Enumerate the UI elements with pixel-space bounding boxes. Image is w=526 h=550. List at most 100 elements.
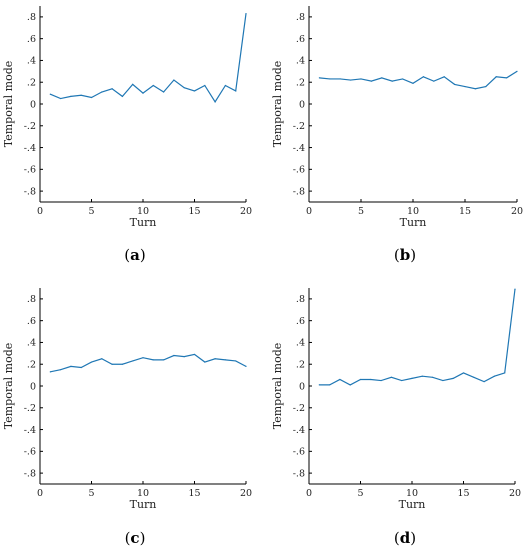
- data-point: [443, 76, 445, 78]
- data-point: [464, 85, 466, 88]
- data-point: [204, 361, 206, 363]
- series-line: [50, 13, 247, 103]
- data-point: [60, 97, 62, 100]
- y-tick-label: .8: [296, 294, 305, 305]
- data-point: [60, 369, 62, 371]
- y-tick-label: -.8: [24, 468, 36, 479]
- data-point: [183, 356, 185, 358]
- data-point: [483, 381, 485, 383]
- x-tick-label: 0: [37, 206, 43, 217]
- chart-panel-b: -.8 -.6 -.4 -.2 0 .2 .4 .6 .8 0 5 10 15 20 Turn Tempora…: [271, 6, 523, 264]
- data-point: [442, 379, 444, 382]
- data-point: [163, 359, 165, 361]
- x-axis-label: Turn: [130, 498, 157, 511]
- y-tick-label: -.2: [293, 403, 305, 414]
- y-tick-label: -.8: [293, 468, 305, 479]
- data-point: [101, 91, 103, 93]
- x-tick-label: 20: [240, 206, 252, 217]
- y-tick-label: -.6: [24, 447, 36, 458]
- data-point: [514, 288, 516, 290]
- data-point: [245, 13, 247, 15]
- y-tick-label: 0: [30, 381, 36, 392]
- data-point: [111, 88, 113, 90]
- data-point: [101, 358, 103, 360]
- data-point: [214, 358, 216, 360]
- data-point: [381, 77, 383, 79]
- series-line: [319, 289, 516, 386]
- x-tick-label: 0: [37, 488, 43, 499]
- y-tick-label: .2: [27, 78, 36, 89]
- y-axis-label: Temporal mode: [2, 61, 15, 148]
- y-tick-label: 0: [299, 99, 305, 110]
- data-point: [495, 76, 497, 78]
- data-point: [70, 365, 72, 367]
- x-tick-label: 5: [88, 206, 94, 217]
- data-point: [329, 78, 331, 80]
- data-point: [90, 361, 93, 363]
- x-tick-label: 5: [88, 488, 94, 499]
- y-tick-label: -.8: [24, 186, 36, 197]
- data-point: [359, 378, 362, 381]
- data-point: [506, 77, 508, 79]
- x-tick-label: 5: [358, 206, 364, 217]
- panel-caption: (c): [125, 529, 146, 547]
- y-tick-label: -.4: [24, 143, 36, 154]
- data-point: [504, 372, 506, 374]
- data-point: [318, 384, 320, 386]
- y-tick-label: .4: [27, 56, 36, 67]
- y-tick-label: .8: [27, 12, 36, 23]
- data-point: [370, 80, 372, 82]
- x-tick-label: 15: [188, 206, 200, 217]
- x-tick-label: 15: [459, 206, 471, 217]
- data-point: [142, 92, 144, 94]
- y-tick-label: -.2: [24, 121, 36, 132]
- y-tick-label: .4: [27, 338, 36, 349]
- y-tick-label: -.6: [24, 165, 36, 176]
- x-tick-label: 0: [306, 206, 312, 217]
- data-point: [516, 70, 518, 72]
- data-point: [121, 95, 123, 97]
- data-point: [193, 353, 196, 356]
- y-axis-label: Temporal mode: [271, 61, 284, 148]
- data-point: [204, 84, 206, 87]
- y-tick-label: 0: [30, 99, 36, 110]
- data-point: [421, 375, 423, 377]
- data-point: [152, 84, 154, 87]
- x-tick-label: 15: [457, 488, 469, 499]
- data-point: [224, 359, 226, 361]
- data-point: [80, 94, 82, 96]
- x-tick-label: 20: [240, 488, 252, 499]
- y-tick-label: -.4: [24, 425, 36, 436]
- data-point: [350, 79, 352, 81]
- data-point: [152, 359, 154, 361]
- data-point: [454, 83, 456, 85]
- x-tick-label: 10: [137, 488, 149, 499]
- x-tick-label: 20: [511, 206, 523, 217]
- x-tick-label: 10: [137, 206, 149, 217]
- data-point: [70, 95, 72, 97]
- y-tick-label: -.2: [24, 403, 36, 414]
- y-tick-label: .6: [296, 316, 305, 327]
- data-point: [80, 366, 82, 369]
- data-point: [142, 357, 144, 359]
- data-point: [49, 371, 51, 373]
- y-tick-label: -.8: [293, 186, 305, 197]
- data-point: [163, 91, 165, 93]
- data-point: [432, 376, 434, 378]
- data-point: [422, 76, 424, 78]
- x-axis-label: Turn: [399, 498, 426, 511]
- data-point: [132, 360, 134, 362]
- chart-panel-c: -.8 -.6 -.4 -.2 0 .2 .4 .6 .8 0 5 10 15 20 Turn Tempora…: [2, 288, 252, 547]
- x-tick-label: 0: [306, 488, 312, 499]
- series-line: [319, 70, 518, 90]
- data-point: [401, 379, 403, 382]
- x-axis-label: Turn: [130, 216, 157, 229]
- data-point: [349, 384, 351, 386]
- data-point: [235, 90, 237, 92]
- y-tick-label: -.6: [293, 165, 305, 176]
- data-point: [173, 354, 175, 357]
- panel-caption: (d): [394, 529, 416, 547]
- data-point: [412, 82, 414, 84]
- data-point: [235, 360, 237, 362]
- data-point: [474, 88, 476, 90]
